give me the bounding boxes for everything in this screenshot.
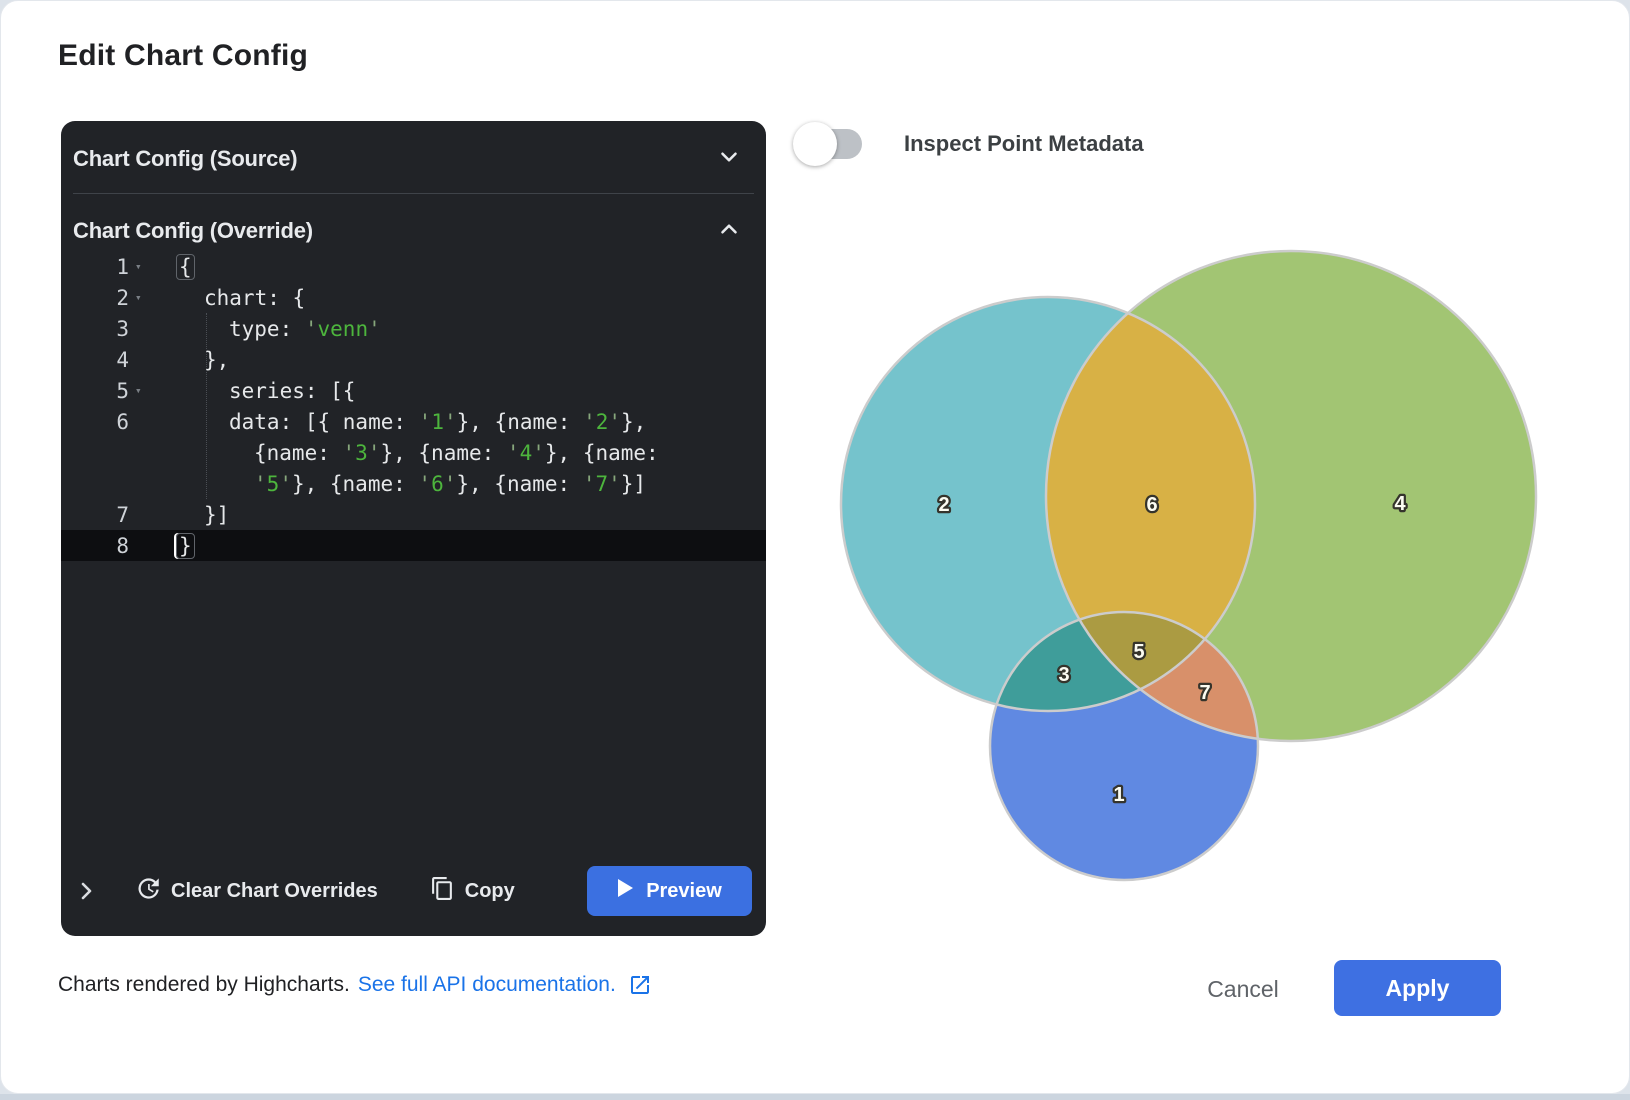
section-divider [73, 193, 754, 194]
line-number: 2 [116, 285, 129, 310]
history-restore-icon [134, 875, 161, 908]
code-text: series: [{ [229, 378, 356, 403]
code-line[interactable]: 5 ▾ series: [{ [61, 375, 766, 406]
venn-circle-outline [1044, 249, 1538, 743]
line-number: 6 [116, 409, 129, 434]
venn-diagram: 2 6 4 3 5 7 1 [761, 226, 1581, 891]
venn-region-label-6[interactable]: 6 [1144, 492, 1160, 519]
toggle-knob[interactable] [793, 122, 837, 166]
clear-overrides-label: Clear Chart Overrides [171, 879, 378, 902]
override-section-label: Chart Config (Override) [73, 218, 313, 243]
code-text: } [151, 532, 195, 559]
line-number: 7 [116, 502, 129, 527]
code-line[interactable]: 6 data: [{ name: '1'}, {name: '2'}, [61, 406, 766, 437]
chevron-right-icon[interactable] [74, 879, 98, 903]
highcharts-credit-text: Charts rendered by Highcharts. [58, 973, 350, 996]
code-line[interactable]: 2 ▾ chart: { [61, 282, 766, 313]
venn-region-label-5[interactable]: 5 [1131, 639, 1147, 666]
clear-chart-overrides-button[interactable]: Clear Chart Overrides [134, 875, 378, 908]
fold-arrow-icon[interactable]: ▾ [135, 384, 142, 397]
code-line[interactable]: '5'}, {name: '6'}, {name: '7'}] [61, 468, 766, 499]
venn-region-label-4[interactable]: 4 [1392, 491, 1409, 518]
code-editor[interactable]: 1 ▾ {2 ▾ chart: { 3 type: 'venn' 4}, 5 ▾ series: [… [61, 251, 766, 561]
play-icon [617, 879, 634, 903]
section-chart-config-source[interactable]: Chart Config (Source) [61, 133, 766, 185]
code-text: type: 'venn' [229, 316, 381, 341]
inspect-point-metadata-control: Inspect Point Metadata [793, 122, 1144, 166]
chevron-down-icon[interactable] [716, 144, 742, 175]
source-section-label: Chart Config (Source) [73, 146, 298, 171]
page-title: Edit Chart Config [58, 39, 309, 72]
chevron-up-icon[interactable] [716, 216, 742, 247]
code-text: '5'}, {name: '6'}, {name: '7'}] [254, 471, 647, 496]
venn-region-label-2[interactable]: 2 [936, 492, 952, 519]
code-text: }, [204, 347, 230, 372]
venn-circle-outline [988, 610, 1260, 882]
code-text: data: [{ name: '1'}, {name: '2'}, [229, 409, 647, 434]
chart-config-editor-panel: Chart Config (Source) Chart Config (Over… [61, 121, 766, 936]
venn-region-label-3[interactable]: 3 [1056, 662, 1072, 689]
venn-overlap-teal-green[interactable] [841, 297, 1255, 711]
code-line[interactable]: 3 type: 'venn' [61, 313, 766, 344]
code-line[interactable]: 7}] [61, 499, 766, 530]
cancel-button[interactable]: Cancel [1198, 969, 1288, 1009]
inspect-point-metadata-label: Inspect Point Metadata [904, 131, 1144, 156]
fold-arrow-icon[interactable]: ▾ [135, 291, 142, 304]
code-line[interactable]: {name: '3'}, {name: '4'}, {name: [61, 437, 766, 468]
indent-guide [206, 313, 207, 499]
copy-label: Copy [464, 879, 515, 902]
venn-circle-outline [839, 295, 1257, 713]
code-line[interactable]: 8} [61, 530, 766, 561]
preview-button[interactable]: Preview [587, 866, 752, 916]
line-number: 8 [116, 533, 129, 558]
line-number: 3 [116, 316, 129, 341]
inspect-point-metadata-toggle[interactable] [793, 122, 862, 166]
preview-label: Preview [646, 879, 722, 902]
open-in-new-icon[interactable] [628, 973, 652, 997]
venn-region-label-7[interactable]: 7 [1197, 680, 1213, 707]
code-text: {name: '3'}, {name: '4'}, {name: [254, 440, 659, 465]
code-line[interactable]: 1 ▾ { [61, 251, 766, 282]
section-chart-config-override[interactable]: Chart Config (Override) [61, 205, 766, 257]
api-documentation-link[interactable]: See full API documentation. [357, 973, 616, 996]
fold-arrow-icon[interactable]: ▾ [135, 260, 142, 273]
code-text: }] [204, 502, 230, 527]
page-bottom-edge [0, 1094, 1630, 1100]
venn-region-label-1[interactable]: 1 [1111, 782, 1127, 809]
code-text: { [151, 253, 195, 280]
apply-button[interactable]: Apply [1334, 960, 1501, 1016]
copy-button[interactable]: Copy [430, 876, 515, 907]
line-number: 5 [116, 378, 129, 403]
code-line[interactable]: 4}, [61, 344, 766, 375]
venn-svg: 2 6 4 3 5 7 1 [839, 249, 1538, 882]
footer-credit: Charts rendered by Highcharts. See full … [58, 973, 652, 997]
line-number: 1 [116, 254, 129, 279]
line-number: 4 [116, 347, 129, 372]
editor-toolbar: Clear Chart Overrides Copy Preview [61, 846, 766, 936]
copy-icon [430, 876, 455, 907]
code-text: chart: { [204, 285, 306, 310]
